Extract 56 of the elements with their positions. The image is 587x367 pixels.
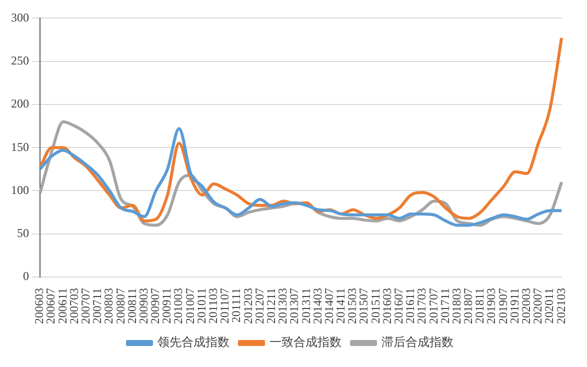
y-tick-label: 250 xyxy=(11,53,29,68)
x-tick-label: 201311 xyxy=(298,288,313,324)
x-tick-label: 201507 xyxy=(356,288,371,324)
x-tick-label: 200911 xyxy=(160,288,174,324)
x-tick-label: 200811 xyxy=(124,288,139,324)
x-tick-label: 201603 xyxy=(380,288,394,324)
y-tick-label: 50 xyxy=(17,226,29,240)
y-tick-label: 0 xyxy=(23,269,29,284)
x-tick-label: 201903 xyxy=(484,288,498,324)
x-tick-label: 201907 xyxy=(496,288,510,324)
x-tick-label: 201807 xyxy=(461,288,476,324)
x-tick-label: 200603 xyxy=(32,288,46,324)
legend-label: 领先合成指数 xyxy=(158,335,230,350)
x-tick-label: 200707 xyxy=(78,288,93,324)
x-tick-label: 201107 xyxy=(218,288,232,324)
x-tick-label: 201203 xyxy=(240,288,255,324)
legend-label: 滞后合成指数 xyxy=(382,335,454,350)
x-tick-label: 200903 xyxy=(136,288,150,324)
x-tick-label: 201011 xyxy=(194,288,208,324)
x-tick-label: 201003 xyxy=(171,288,186,324)
x-tick-label: 201511 xyxy=(368,288,382,324)
x-tick-label: 201411 xyxy=(334,288,348,324)
x-tick-label: 201103 xyxy=(206,288,220,324)
x-tick-label: 200703 xyxy=(66,288,81,324)
y-tick-label: 150 xyxy=(11,140,29,154)
x-tick-label: 201911 xyxy=(507,288,522,324)
x-tick-label: 200907 xyxy=(148,288,162,324)
x-tick-label: 201811 xyxy=(472,288,487,324)
x-tick-label: 200711 xyxy=(90,288,104,324)
x-tick-label: 200807 xyxy=(113,288,128,324)
legend-label: 一致合成指数 xyxy=(270,335,342,350)
x-tick-label: 201307 xyxy=(287,288,302,324)
x-tick-label: 202103 xyxy=(554,288,568,324)
x-tick-label: 200803 xyxy=(102,288,116,324)
y-tick-label: 200 xyxy=(11,96,29,111)
x-tick-label: 201207 xyxy=(252,288,266,324)
x-tick-label: 201611 xyxy=(403,288,418,324)
x-tick-label: 201403 xyxy=(310,288,324,324)
x-tick-label: 202003 xyxy=(518,288,533,324)
y-tick-label: 100 xyxy=(11,182,29,197)
x-tick-label: 201303 xyxy=(276,288,290,324)
x-tick-label: 201607 xyxy=(391,288,406,324)
x-tick-label: 202011 xyxy=(542,288,556,324)
x-tick-label: 201211 xyxy=(264,288,278,324)
x-tick-label: 200611 xyxy=(55,288,70,324)
x-tick-label: 201407 xyxy=(322,288,336,324)
x-tick-label: 202007 xyxy=(530,288,545,324)
y-tick-label: 300 xyxy=(11,10,29,24)
x-tick-label: 201503 xyxy=(345,288,360,324)
x-tick-label: 200607 xyxy=(44,288,58,324)
x-tick-label: 201111 xyxy=(229,288,244,323)
x-tick-label: 201707 xyxy=(426,288,440,324)
x-tick-label: 201007 xyxy=(182,288,197,324)
x-tick-label: 201703 xyxy=(414,288,429,324)
x-tick-label: 201803 xyxy=(449,288,464,324)
x-tick-label: 201711 xyxy=(438,288,452,324)
